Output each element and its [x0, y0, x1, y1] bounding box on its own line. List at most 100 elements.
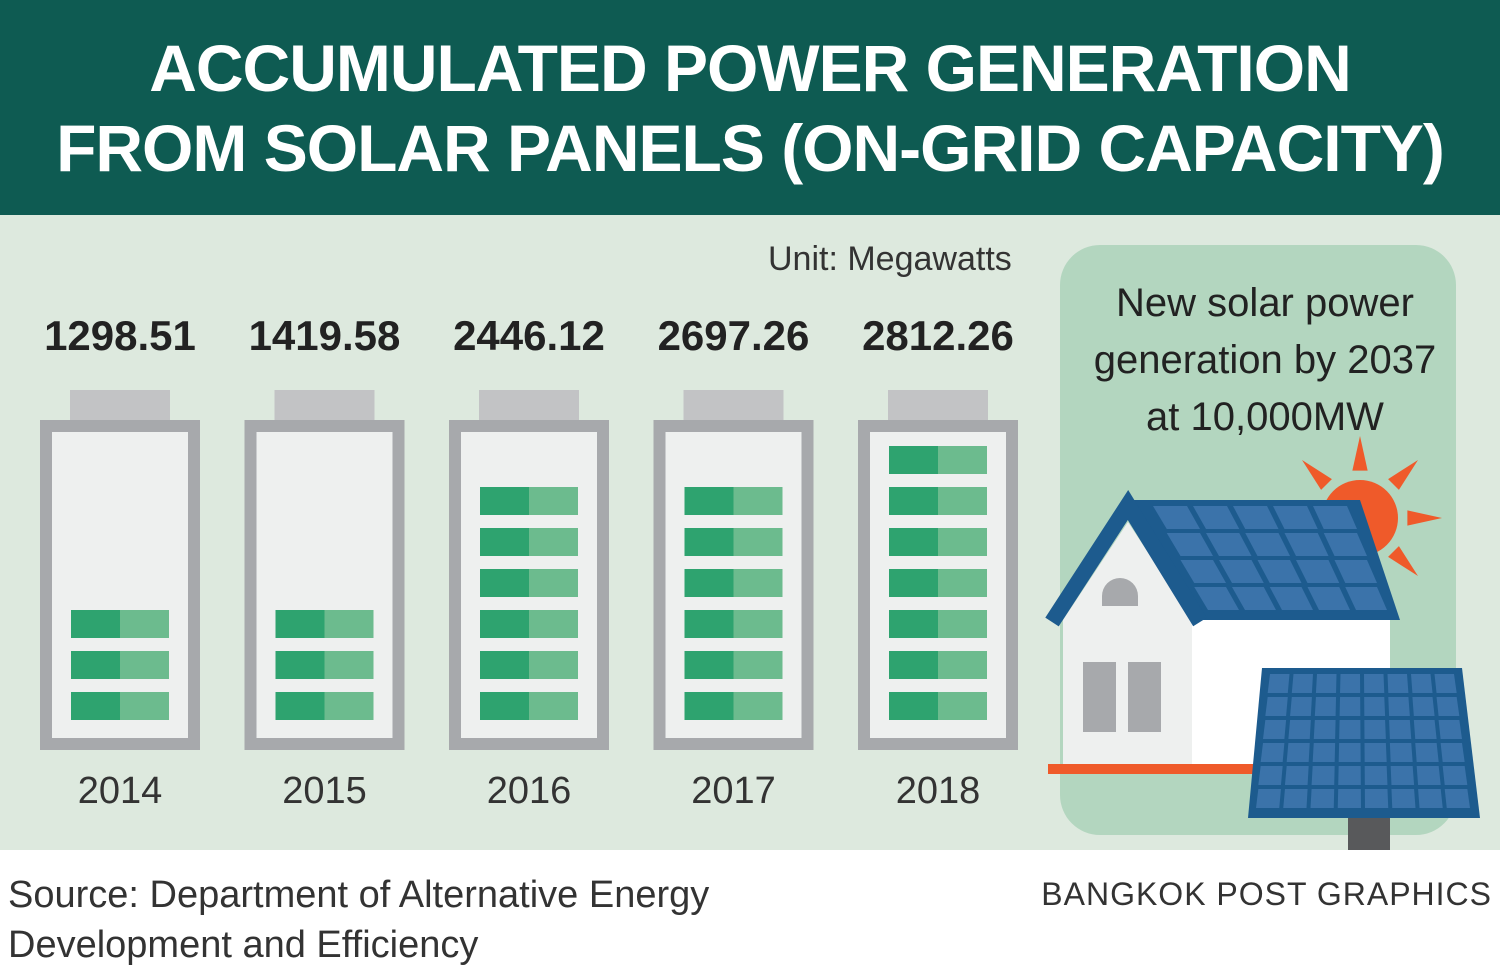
chart-title-line-2: FROM SOLAR PANELS (ON-GRID CAPACITY) — [56, 110, 1445, 185]
panel-cell — [1311, 766, 1335, 785]
bar-segment — [529, 569, 578, 597]
bar-segment — [529, 651, 578, 679]
battery-cap — [683, 390, 784, 420]
battery-frame — [653, 420, 814, 750]
battery-frame — [244, 420, 405, 750]
bar-segment — [684, 487, 734, 515]
window — [1128, 662, 1161, 732]
panel-cell — [1310, 789, 1335, 808]
bar-segment — [733, 610, 783, 638]
battery-cap — [274, 390, 375, 420]
solar-panel-icon — [1248, 668, 1480, 850]
panel-cell — [1389, 743, 1413, 762]
bar-segment — [938, 487, 987, 515]
bar-segment — [684, 569, 734, 597]
chart-title-line-1: ACCUMULATED POWER GENERATION — [149, 30, 1352, 105]
bar-segment — [120, 692, 169, 720]
sun-ray — [1407, 510, 1442, 526]
bar-segment — [938, 569, 987, 597]
bar-segment — [889, 651, 938, 679]
panel-cell — [1418, 789, 1443, 808]
bar-segment — [733, 651, 783, 679]
x-tick-label: 2014 — [77, 770, 163, 812]
bar-segment — [324, 651, 374, 679]
roof-cell — [1269, 587, 1313, 610]
source-note: Source: Department of Alternative Energy… — [8, 870, 728, 970]
roof-cell — [1257, 560, 1302, 583]
panel-cell — [1267, 674, 1290, 693]
bar-segment — [480, 651, 529, 679]
panel-cell — [1312, 743, 1336, 762]
bar-segment — [889, 487, 938, 515]
panel-cell — [1364, 789, 1389, 808]
panel-cell — [1263, 720, 1287, 739]
bar-segment — [275, 692, 325, 720]
bar-segment — [480, 692, 529, 720]
bar-segment — [889, 569, 938, 597]
roof-cell — [1193, 506, 1240, 529]
sun-ray — [1302, 460, 1332, 490]
panel-cell — [1256, 789, 1281, 808]
roof-cell — [1233, 506, 1279, 529]
unit-label: Unit: Megawatts — [768, 240, 1012, 278]
battery-chart — [40, 390, 1018, 750]
bar-segment — [733, 569, 783, 597]
panel-cell — [1314, 697, 1337, 716]
panel-cell — [1364, 674, 1385, 693]
credit-label: BANGKOK POST GRAPHICS — [1041, 876, 1492, 912]
panel-cell — [1364, 766, 1388, 785]
window — [1083, 662, 1116, 732]
panel-cell — [1339, 720, 1361, 739]
bar-segment — [529, 692, 578, 720]
bar-segment — [324, 610, 374, 638]
roof-cell — [1345, 587, 1387, 610]
bar-segment — [120, 651, 169, 679]
panel-cell — [1265, 697, 1288, 716]
bar-segment — [120, 610, 169, 638]
panel-cell — [1438, 720, 1462, 739]
panel-cell — [1364, 697, 1386, 716]
panel-cell — [1315, 674, 1337, 693]
panel-cell — [1440, 743, 1465, 762]
panel-cell — [1413, 720, 1437, 739]
bar-segment — [480, 487, 529, 515]
panel-cell — [1338, 743, 1361, 762]
roof-cell — [1206, 533, 1252, 556]
x-tick-label: 2016 — [486, 770, 572, 812]
data-label: 2446.12 — [453, 312, 605, 359]
battery-frame — [40, 420, 200, 750]
bar-segment — [529, 487, 578, 515]
roof-cell — [1180, 560, 1226, 583]
roof-cell — [1219, 560, 1264, 583]
data-label: 1298.51 — [44, 312, 196, 359]
bar-segment — [938, 446, 987, 474]
bar-segment — [275, 610, 325, 638]
panel-cell — [1390, 766, 1415, 785]
battery-cap — [479, 390, 579, 420]
data-label: 2697.26 — [657, 312, 810, 359]
panel-cell — [1388, 697, 1410, 716]
bar-segment — [889, 528, 938, 556]
panel-cell — [1339, 697, 1361, 716]
bar-segment — [480, 610, 529, 638]
bar-segment — [529, 528, 578, 556]
panel-cell — [1258, 766, 1283, 785]
bar-segment — [733, 487, 783, 515]
bar-segment — [529, 610, 578, 638]
x-tick-label: 2017 — [691, 770, 776, 812]
bar-segment — [684, 610, 734, 638]
callout-text: New solar power generation by 2037 at 10… — [1060, 275, 1470, 446]
callout-line-3: at 10,000MW — [1146, 395, 1384, 439]
bar-segment — [275, 651, 325, 679]
panel-cell — [1415, 743, 1439, 762]
panel-cell — [1290, 697, 1312, 716]
roof-cell — [1194, 587, 1239, 610]
panel-cell — [1412, 697, 1435, 716]
roof-cell — [1334, 560, 1377, 583]
panel-cell — [1436, 697, 1460, 716]
bar-segment — [938, 692, 987, 720]
house-solar-illustration — [1045, 436, 1480, 850]
roof-cell — [1232, 587, 1276, 610]
bar-segment — [733, 528, 783, 556]
panel-cell — [1411, 674, 1433, 693]
